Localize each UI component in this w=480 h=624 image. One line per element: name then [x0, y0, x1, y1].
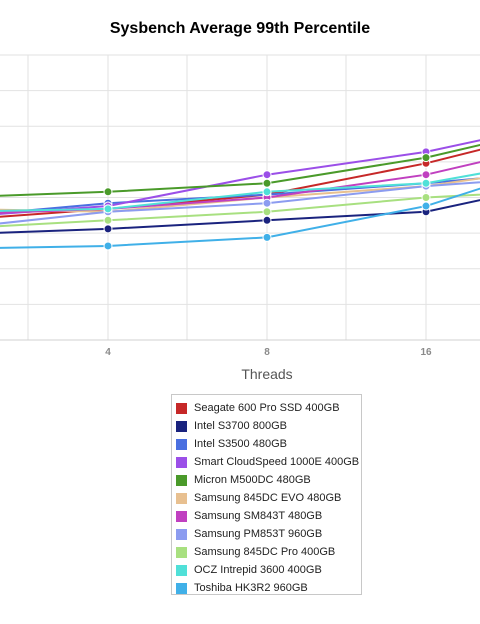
data-point[interactable] — [262, 178, 272, 188]
x-axis-ticks: 4 8 16 — [105, 347, 432, 358]
legend-label: Samsung SM843T 480GB — [194, 510, 323, 522]
legend-label: OCZ Intrepid 3600 400GB — [194, 564, 322, 576]
legend-label: Micron M500DC 480GB — [194, 474, 311, 486]
legend-item[interactable]: Samsung SM843T 480GB — [176, 507, 361, 525]
legend-swatch — [176, 420, 187, 432]
data-point[interactable] — [421, 170, 431, 180]
legend-label: Intel S3500 480GB — [194, 438, 287, 450]
legend-swatch — [176, 582, 187, 594]
data-point[interactable] — [262, 170, 272, 180]
x-tick-label: 16 — [420, 347, 432, 358]
legend-label: Seagate 600 Pro SSD 400GB — [194, 402, 340, 414]
data-point[interactable] — [421, 178, 431, 188]
x-tick-label: 4 — [105, 347, 111, 358]
x-tick-label: 8 — [264, 347, 270, 358]
series-1 — [0, 199, 480, 234]
legend-swatch — [176, 492, 187, 504]
legend-swatch — [176, 456, 187, 468]
legend-swatch — [176, 402, 187, 414]
data-point[interactable] — [262, 232, 272, 242]
legend-item[interactable]: Intel S3500 480GB — [176, 435, 361, 453]
data-point[interactable] — [262, 207, 272, 217]
data-point[interactable] — [262, 198, 272, 208]
chart-title: Sysbench Average 99th Percentile — [109, 20, 371, 37]
legend-label: Toshiba HK3R2 960GB — [194, 582, 308, 594]
series-line — [0, 172, 480, 212]
data-point[interactable] — [262, 215, 272, 225]
legend-item[interactable]: OCZ Intrepid 3600 400GB — [176, 561, 361, 579]
legend-swatch — [176, 564, 187, 576]
legend-item[interactable]: Samsung 845DC Pro 400GB — [176, 543, 361, 561]
grid — [0, 54, 480, 341]
legend: Seagate 600 Pro SSD 400GB Intel S3700 800… — [171, 394, 362, 595]
data-point[interactable] — [103, 241, 113, 251]
legend-item[interactable]: Seagate 600 Pro SSD 400GB — [176, 399, 361, 417]
data-point[interactable] — [103, 204, 113, 214]
data-point[interactable] — [421, 193, 431, 202]
legend-item[interactable]: Intel S3700 800GB — [176, 417, 361, 435]
legend-swatch — [176, 438, 187, 450]
series-9 — [0, 172, 480, 214]
data-point[interactable] — [103, 224, 113, 234]
legend-swatch — [176, 510, 187, 522]
legend-swatch — [176, 474, 187, 486]
legend-label: Intel S3700 800GB — [194, 420, 287, 432]
data-point[interactable] — [262, 187, 272, 197]
series-4 — [0, 143, 480, 197]
legend-item[interactable]: Toshiba HK3R2 960GB — [176, 579, 361, 597]
series-line — [0, 187, 480, 249]
legend-swatch — [176, 546, 187, 558]
data-point[interactable] — [103, 215, 113, 225]
legend-item[interactable]: Samsung 845DC EVO 480GB — [176, 489, 361, 507]
legend-label: Smart CloudSpeed 1000E 400GB — [194, 456, 360, 468]
legend-label: Samsung PM853T 960GB — [194, 528, 323, 540]
series-10 — [0, 187, 480, 251]
series-line — [0, 143, 480, 197]
series-lines — [0, 139, 480, 251]
legend-item[interactable]: Micron M500DC 480GB — [176, 471, 361, 489]
legend-label: Samsung 845DC Pro 400GB — [194, 546, 336, 558]
data-point[interactable] — [421, 153, 431, 163]
legend-label: Samsung 845DC EVO 480GB — [194, 492, 342, 504]
series-8 — [0, 193, 480, 228]
series-line — [0, 181, 480, 225]
legend-item[interactable]: Smart CloudSpeed 1000E 400GB — [176, 453, 361, 471]
x-axis-title: Threads — [241, 366, 292, 382]
data-point[interactable] — [103, 187, 113, 197]
data-point[interactable] — [421, 201, 431, 211]
legend-item[interactable]: Samsung PM853T 960GB — [176, 525, 361, 543]
series-line — [0, 161, 480, 214]
legend-swatch — [176, 528, 187, 540]
